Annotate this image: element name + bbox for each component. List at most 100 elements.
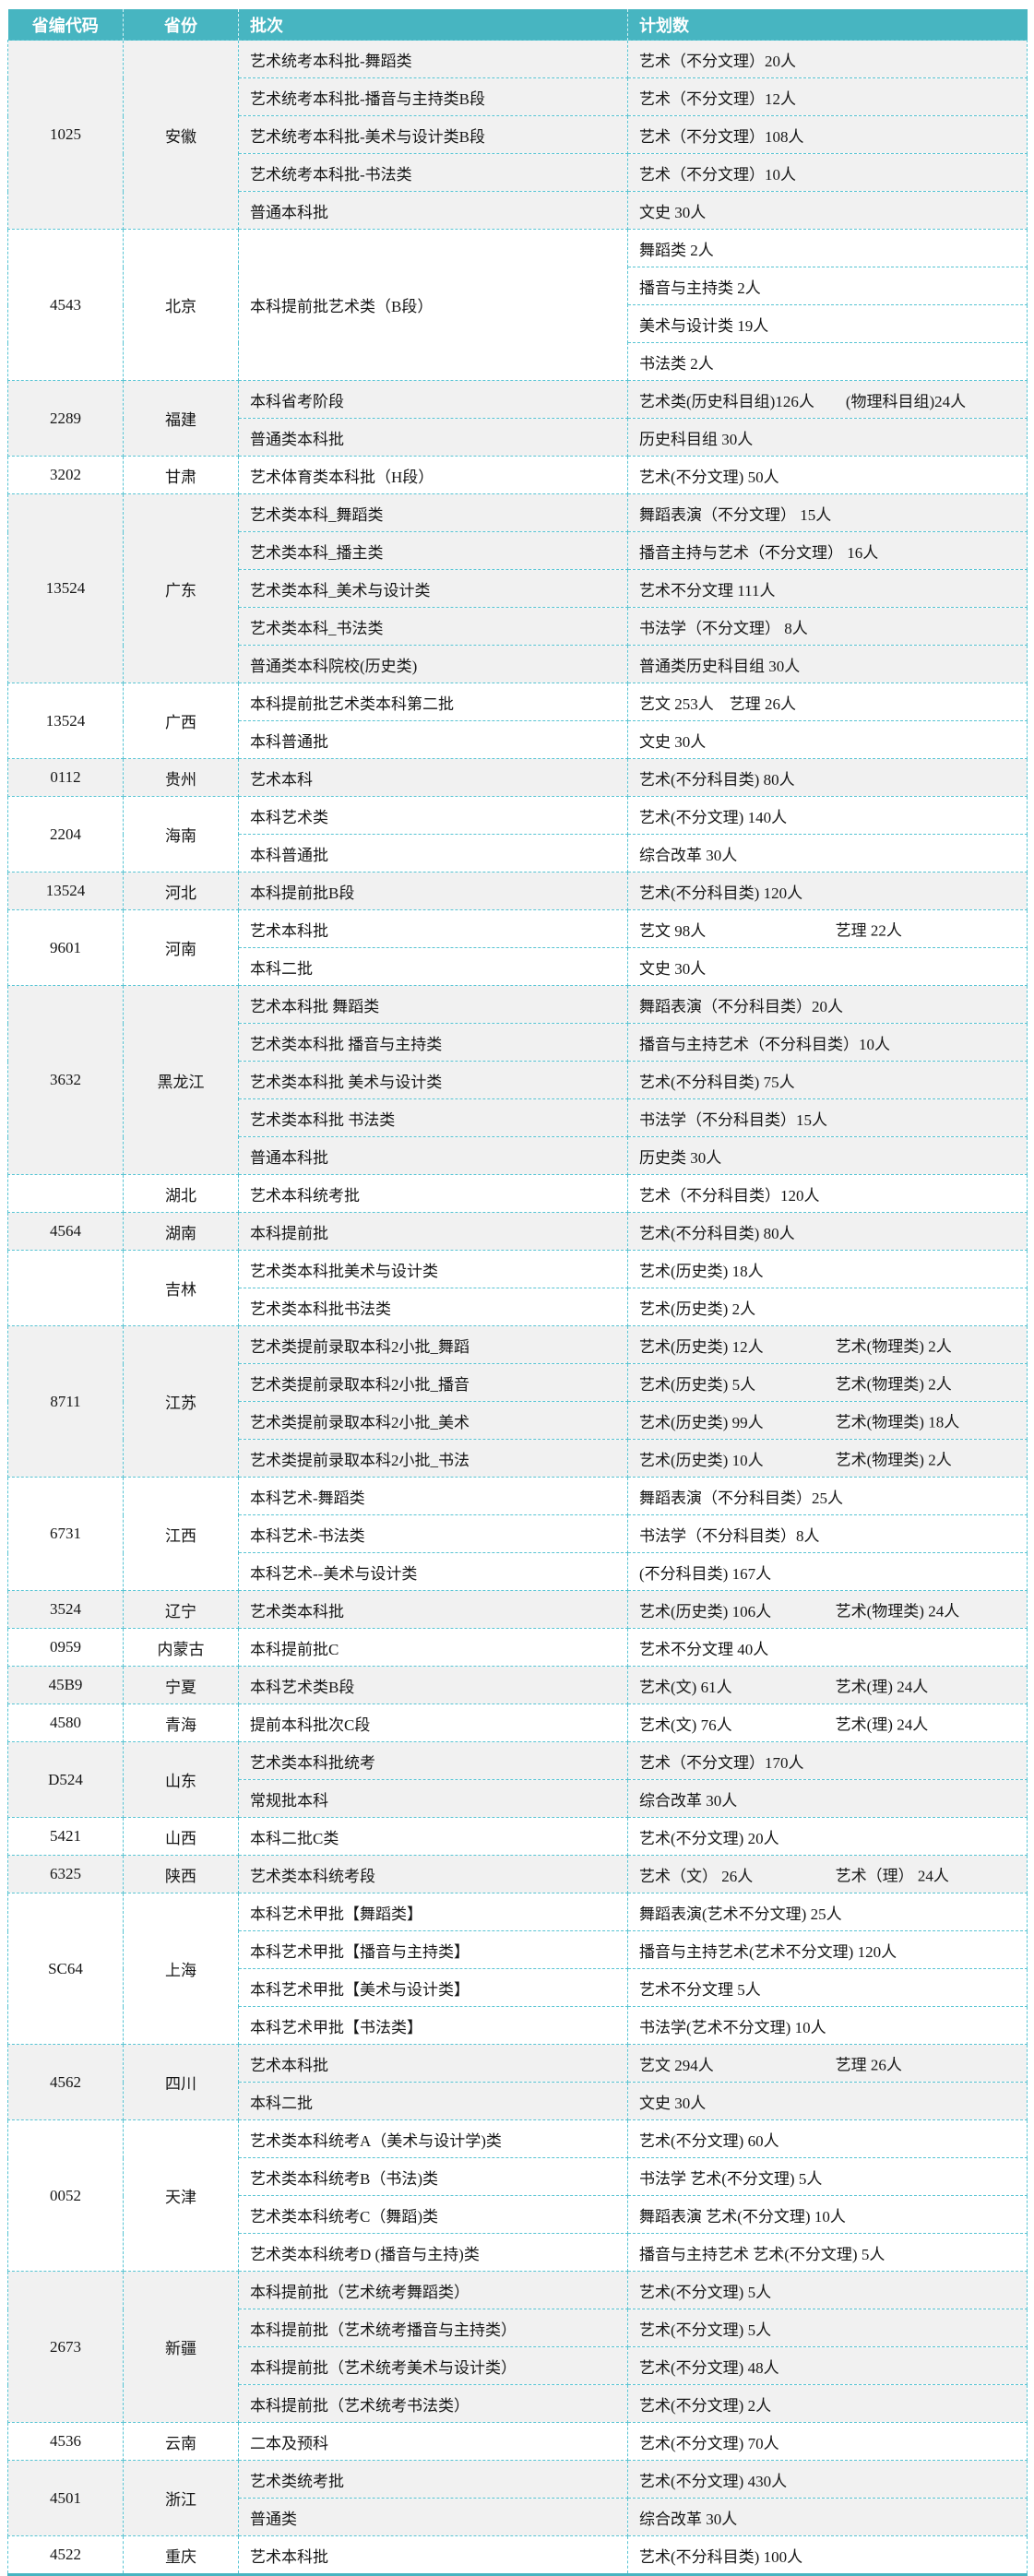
plan-cell: 综合改革 30人 (627, 834, 1028, 873)
province-code-cell: 3632 (7, 985, 124, 1175)
batch-cell: 艺术类本科批书法类 (238, 1288, 628, 1326)
batch-cell: 艺术类提前录取本科2小批_美术 (238, 1401, 628, 1440)
plan-part-2: 艺术(理) 24人 (835, 1715, 929, 1734)
province-cell: 宁夏 (123, 1666, 239, 1704)
table-row: 吉林 艺术类本科批美术与设计类 艺术(历史类) 18人 (7, 1250, 1028, 1326)
province-cell: 北京 (123, 229, 239, 381)
table-row: 本科提前批（艺术统考播音与主持类） 艺术(不分文理) 5人 (8, 2309, 1028, 2347)
plan-cell: 艺术(不分文理) 50人 (627, 456, 1028, 494)
batch-cell: 普通类本科批 (238, 418, 628, 457)
plan-cell: 艺术(历史类) 106人 艺术(物理类) 24人 (627, 1590, 1028, 1629)
province-code-cell: 13524 (7, 872, 124, 910)
table-body: 1025 安徽 艺术统考本科批-舞蹈类 艺术（不分文理）20人 艺术统考本科批-播音与主… (7, 40, 1028, 2575)
plan-cell: 艺术(不分文理) 5人 (627, 2271, 1028, 2309)
batch-cell: 艺术类本科批统考 (238, 1741, 628, 1780)
plan-cell: 文史 30人 (627, 720, 1028, 759)
plan-cell: 舞蹈表演（不分科目类）25人 (627, 1477, 1028, 1515)
province-code-cell: 5421 (7, 1817, 124, 1856)
province-code-cell (7, 1250, 124, 1326)
table-row: 本科二批 文史 30人 (8, 947, 1028, 986)
batch-cell: 艺术类本科批 播音与主持类 (238, 1023, 628, 1062)
province-cell: 重庆 (123, 2535, 239, 2575)
plan-part-2: 艺术(物理类) 2人 (835, 1337, 952, 1356)
plan-cell: 艺术（不分文理）108人 (627, 115, 1028, 154)
table-row: 2289 福建 本科省考阶段 艺术类(历史科目组)126人 (物理科目组)24人 (7, 380, 1028, 457)
table-row: 本科提前批（艺术统考美术与设计类） 艺术(不分文理) 48人 (8, 2346, 1028, 2385)
batch-cell: 艺术类本科统考段 (238, 1855, 628, 1893)
plan-cell: 书法学 艺术(不分文理) 5人 (627, 2157, 1028, 2196)
table-row: 艺术类本科_书法类 书法学（不分文理） 8人 (8, 607, 1028, 646)
plan-cell: 艺术(不分文理) 70人 (627, 2422, 1028, 2461)
plan-cell: 艺术(不分文理) 430人 (627, 2460, 1028, 2499)
province-code-cell: 1025 (7, 40, 124, 230)
batch-cell: 艺术类本科批 美术与设计类 (238, 1061, 628, 1099)
province-code-cell: 2289 (7, 380, 124, 457)
table-row: 6731 江西 本科艺术-舞蹈类 舞蹈表演（不分科目类）25人 (7, 1477, 1028, 1591)
province-code-cell: 3524 (7, 1590, 124, 1629)
table-row: 普通本科批 文史 30人 (8, 191, 1028, 230)
batch-cell: 普通本科批 (238, 191, 628, 230)
table-row: 艺术类提前录取本科2小批_播音 艺术(历史类) 5人 艺术(物理类) 2人 (8, 1363, 1028, 1402)
province-cell: 安徽 (123, 40, 239, 230)
province-cell: 河北 (123, 872, 239, 910)
batch-cell: 艺术本科批 舞蹈类 (238, 985, 628, 1024)
table-row: 13524 河北 本科提前批B段 艺术(不分科目类) 120人 (7, 872, 1028, 910)
table-row: 艺术类提前录取本科2小批_书法 艺术(历史类) 10人 艺术(物理类) 2人 (8, 1439, 1028, 1478)
plan-cell: 艺术（不分文理）20人 (627, 40, 1028, 78)
plan-cell: 艺术(不分科目类) 120人 (627, 872, 1028, 910)
province-code-cell: 4562 (7, 2044, 124, 2120)
plan-cell: 艺术(文) 61人 艺术(理) 24人 (627, 1666, 1028, 1704)
plan-cell: 播音主持与艺术（不分文理） 16人 (627, 531, 1028, 570)
batch-cell: 本科二批C类 (238, 1817, 628, 1856)
table-row: 美术与设计类 19人 (8, 304, 1028, 343)
plan-cell: 书法学（不分科目类）15人 (627, 1098, 1028, 1137)
batch-cell: 常规批本科 (238, 1779, 628, 1818)
table-row: 艺术类本科批 美术与设计类 艺术(不分科目类) 75人 (8, 1061, 1028, 1099)
admission-plan-table: 省编代码 省份 批次 计划数 1025 安徽 艺术统考本科批-舞蹈类 艺术（不分文理）… (7, 9, 1028, 2576)
plan-cell: 艺术（文） 26人 艺术（理） 24人 (627, 1855, 1028, 1893)
plan-cell: (不分科目类) 167人 (627, 1552, 1028, 1591)
province-code-cell: 2673 (7, 2271, 124, 2423)
table-row: 本科提前批（艺术统考书法类） 艺术(不分文理) 2人 (8, 2384, 1028, 2423)
batch-cell: 普通类本科院校(历史类) (238, 645, 628, 683)
table-row: 本科二批 文史 30人 (8, 2082, 1028, 2120)
plan-cell: 文史 30人 (627, 2082, 1028, 2120)
province-code-cell: 4580 (7, 1703, 124, 1742)
plan-part-2: 艺术（理） 24人 (835, 1867, 949, 1885)
batch-cell: 本科艺术--美术与设计类 (238, 1552, 628, 1591)
province-cell: 福建 (123, 380, 239, 457)
plan-cell: 播音与主持艺术(艺术不分文理) 120人 (627, 1930, 1028, 1969)
batch-cell: 二本及预科 (238, 2422, 628, 2461)
province-code-cell: 4543 (7, 229, 124, 381)
province-cell: 黑龙江 (123, 985, 239, 1175)
table-row: 4522 重庆 艺术本科批 艺术(不分科目类) 100人 (7, 2535, 1028, 2575)
batch-cell: 本科二批 (238, 2082, 628, 2120)
batch-cell: 艺术类统考批 (238, 2460, 628, 2499)
table-row: 0112 贵州 艺术本科 艺术(不分科目类) 80人 (7, 758, 1028, 797)
province-cell: 海南 (123, 796, 239, 873)
plan-part-1: 艺术（文） 26人 (639, 1867, 754, 1885)
batch-cell: 艺术本科批 (238, 2535, 628, 2575)
table-row: 3632 黑龙江 艺术本科批 舞蹈类 舞蹈表演（不分科目类）20人 (7, 985, 1028, 1175)
batch-cell: 本科艺术-书法类 (238, 1514, 628, 1553)
plan-cell: 书法学(艺术不分文理) 10人 (627, 2006, 1028, 2045)
batch-cell: 本科普通批 (238, 834, 628, 873)
table-row: 9601 河南 艺术本科批 艺文 98人 艺理 22人 (7, 909, 1028, 986)
table-row: 本科艺术甲批【书法类】 书法学(艺术不分文理) 10人 (8, 2006, 1028, 2045)
plan-cell: 文史 30人 (627, 947, 1028, 986)
province-cell: 云南 (123, 2422, 239, 2461)
province-cell: 河南 (123, 909, 239, 986)
plan-part-2: 艺术(物理类) 18人 (835, 1413, 960, 1431)
batch-cell: 艺术类提前录取本科2小批_舞蹈 (238, 1325, 628, 1364)
batch-cell: 本科提前批（艺术统考美术与设计类） (238, 2346, 628, 2385)
batch-cell: 本科艺术甲批【舞蹈类】 (238, 1893, 628, 1931)
table-row: 0959 内蒙古 本科提前批C 艺术不分文理 40人 (7, 1628, 1028, 1667)
province-code-cell: 13524 (7, 493, 124, 683)
batch-cell: 本科提前批艺术类本科第二批 (238, 683, 628, 721)
table-row: 普通类本科院校(历史类) 普通类历史科目组 30人 (8, 645, 1028, 683)
batch-cell: 本科提前批C (238, 1628, 628, 1667)
table-row: 4536 云南 二本及预科 艺术(不分文理) 70人 (7, 2422, 1028, 2461)
plan-cell: 艺术(不分科目类) 80人 (627, 758, 1028, 797)
plan-cell: 艺术(不分科目类) 75人 (627, 1061, 1028, 1099)
plan-part-2: 艺术(物理类) 2人 (835, 1451, 952, 1469)
